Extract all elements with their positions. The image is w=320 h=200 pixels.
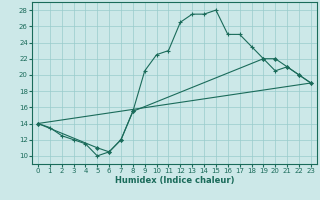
X-axis label: Humidex (Indice chaleur): Humidex (Indice chaleur) xyxy=(115,176,234,185)
